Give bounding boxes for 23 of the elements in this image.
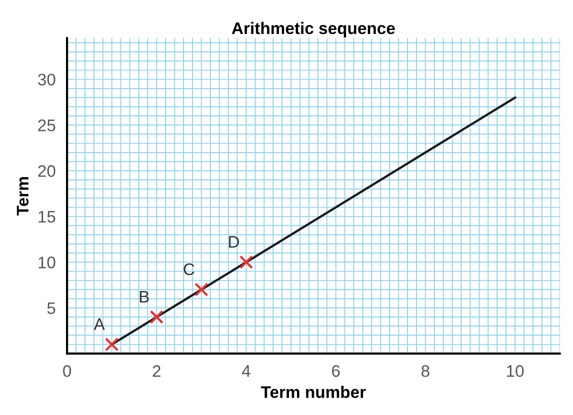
chart-title: Arithmetic sequence xyxy=(232,22,395,38)
y-axis-title: Term xyxy=(16,177,29,216)
y-tick-label: 25 xyxy=(38,119,56,132)
x-tick-label: 6 xyxy=(332,365,340,377)
point xyxy=(150,310,164,324)
y-tick-label: 15 xyxy=(38,211,56,223)
y-tick-label: 30 xyxy=(38,74,56,86)
x-tick-label: 4 xyxy=(242,365,250,377)
point xyxy=(239,255,254,270)
x-tick-label: 8 xyxy=(422,365,430,377)
y-tick-label: 5 xyxy=(47,302,56,314)
y-tick-label: 10 xyxy=(38,256,56,268)
point xyxy=(104,338,119,352)
annotation: B xyxy=(140,290,149,302)
annotation: C xyxy=(184,263,194,276)
point xyxy=(194,282,208,297)
x-axis-title: Term number xyxy=(260,386,366,398)
x-tick-label: 0 xyxy=(63,365,72,377)
x-tick-label: 10 xyxy=(507,365,524,377)
annotation: A xyxy=(94,318,105,330)
y-tick-label: 20 xyxy=(38,165,56,177)
x-tick-label: 2 xyxy=(152,365,160,377)
annotation: D xyxy=(229,236,239,248)
